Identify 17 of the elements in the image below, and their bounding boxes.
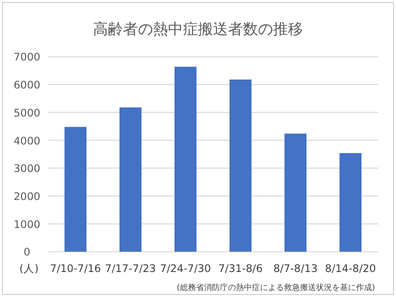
xtick: 8/7-8/13 (273, 263, 318, 275)
ytick: 6000 (14, 80, 40, 92)
ytick: 1000 (14, 218, 40, 231)
ytick: 3000 (14, 163, 40, 176)
xtick: 8/14-8/20 (325, 263, 376, 275)
xtick: 7/17-7/23 (105, 263, 156, 275)
ytick: 5000 (14, 107, 40, 120)
ytick: 7000 (14, 52, 40, 64)
title: 高齢者の熱中症搬送者数の推移 (93, 20, 303, 38)
xtick: 7/31-8/6 (218, 263, 263, 275)
xtick: 7/24-7/30 (160, 263, 211, 275)
ytick: 4000 (14, 135, 40, 148)
annotation: (総務省消防庁の熱中症による救急搬送状況を基に作成) (176, 283, 375, 292)
xtick: 7/10-7/16 (50, 263, 101, 275)
ylabel: (人) (19, 263, 39, 275)
ytick: 2000 (14, 190, 40, 203)
ytick: 0 (24, 246, 30, 259)
